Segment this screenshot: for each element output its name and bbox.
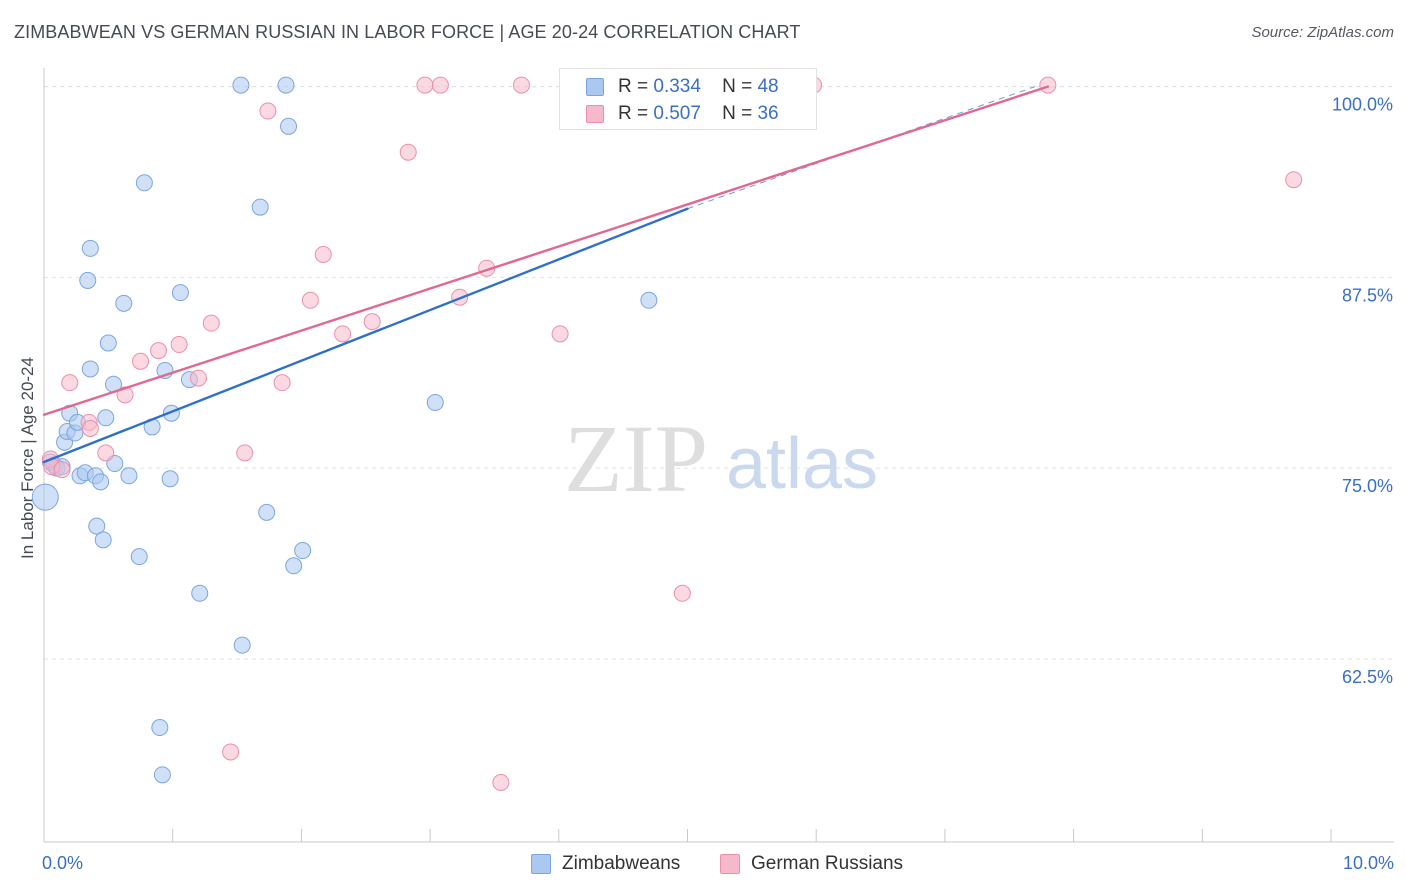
german-russian-point <box>512 76 530 94</box>
german-russian-point <box>314 245 332 263</box>
german-russian-point <box>1285 171 1303 189</box>
stats-swatch-german-russians <box>586 105 604 123</box>
zimbabwean-point <box>285 557 303 575</box>
stats-swatch-zimbabweans <box>586 78 604 96</box>
german-russian-point <box>236 444 254 462</box>
watermark-atlas: atlas <box>726 424 878 504</box>
german-russian-point <box>189 369 207 387</box>
german-russian-point <box>53 461 71 479</box>
german-russian-point <box>363 313 381 331</box>
zimbabwean-point <box>79 271 97 289</box>
german-russian-point <box>202 314 220 332</box>
german-russian-point <box>431 76 449 94</box>
zimbabwean-point <box>81 239 99 257</box>
y-tick-label: 75.0% <box>1342 476 1393 496</box>
stats-r-label: R = <box>618 76 649 97</box>
zimbabwean-point <box>161 470 179 488</box>
german-russian-point <box>81 419 99 437</box>
german-russian-point <box>259 102 277 120</box>
x-tick-label: 10.0% <box>1343 853 1394 873</box>
zimbabwean-point <box>277 76 295 94</box>
stats-r-value: 0.334 <box>653 76 701 97</box>
zimbabwean-point <box>135 174 153 192</box>
zimbabwean-point <box>31 483 59 511</box>
zimbabwean-point <box>280 117 298 135</box>
legend-swatch-zimbabweans <box>531 854 551 874</box>
german-russian-point <box>116 386 134 404</box>
zimbabwean-point <box>92 473 110 491</box>
zimbabwean-point <box>171 284 189 302</box>
chart-title: ZIMBABWEAN VS GERMAN RUSSIAN IN LABOR FO… <box>14 22 801 42</box>
watermark-zip: ZIP <box>564 405 708 512</box>
zimbabwean-point <box>99 334 117 352</box>
zimbabwean-point <box>81 360 99 378</box>
y-tick-label: 62.5% <box>1342 667 1393 687</box>
german-russian-point <box>132 352 150 370</box>
zimbabwean-point <box>232 76 250 94</box>
legend-swatch-german-russians <box>720 854 740 874</box>
german-russian-point <box>61 374 79 392</box>
stats-n-label: N = <box>722 103 753 124</box>
zimbabwean-point <box>88 517 106 535</box>
stats-r-label: R = <box>618 103 649 124</box>
stats-box: R = 0.334 N = 48 R = 0.507 N = 36 <box>559 68 817 130</box>
zimbabwean-point <box>640 291 658 309</box>
trend-line-german-russians <box>42 85 1050 416</box>
zimbabwean-point <box>94 531 112 549</box>
german-russian-point <box>416 76 434 94</box>
y-tick-label: 100.0% <box>1332 95 1393 115</box>
stats-n-value: 48 <box>757 76 779 97</box>
gridlines <box>44 86 1394 660</box>
german-russian-point <box>551 325 569 343</box>
zimbabwean-point <box>130 548 148 566</box>
legend-label-zimbabweans: Zimbabweans <box>562 853 681 874</box>
german-russian-point <box>399 143 417 161</box>
trend-lines <box>42 85 1050 464</box>
zimbabwean-point <box>191 584 209 602</box>
legend-label-german-russians: German Russians <box>751 853 904 874</box>
watermark: ZIP atlas <box>564 405 878 512</box>
zimbabwean-point <box>115 294 133 312</box>
german-russian-point <box>673 584 691 602</box>
german-russian-point <box>334 325 352 343</box>
zimbabwean-point <box>294 542 312 560</box>
stats-r-value: 0.507 <box>653 103 701 124</box>
zimbabwean-point <box>258 503 276 521</box>
german-russian-point <box>222 743 240 761</box>
german-russian-point <box>301 291 319 309</box>
x-tick-label: 0.0% <box>42 853 83 873</box>
zimbabwean-point <box>233 636 251 654</box>
stats-n-value: 36 <box>757 103 779 124</box>
german-russian-point <box>150 342 168 360</box>
zimbabwean-point <box>97 409 115 427</box>
source-credit: Source: ZipAtlas.com <box>1251 24 1394 41</box>
tick-labels: 62.5% 75.0% 87.5% 100.0% 0.0% 10.0% <box>42 95 1394 873</box>
zimbabwean-point <box>426 394 444 412</box>
stats-n-label: N = <box>722 76 753 97</box>
zimbabwean-point <box>251 198 269 216</box>
german-russian-point <box>170 336 188 354</box>
y-tick-label: 87.5% <box>1342 285 1393 305</box>
zimbabwean-point <box>151 719 169 737</box>
trend-line-zimbabweans <box>42 207 689 464</box>
german-russian-point <box>492 773 510 791</box>
german-russian-point <box>1039 76 1057 94</box>
zimbabwean-point <box>153 766 171 784</box>
zimbabwean-point <box>120 467 138 485</box>
german-russian-point <box>97 444 115 462</box>
german-russian-point <box>273 374 291 392</box>
